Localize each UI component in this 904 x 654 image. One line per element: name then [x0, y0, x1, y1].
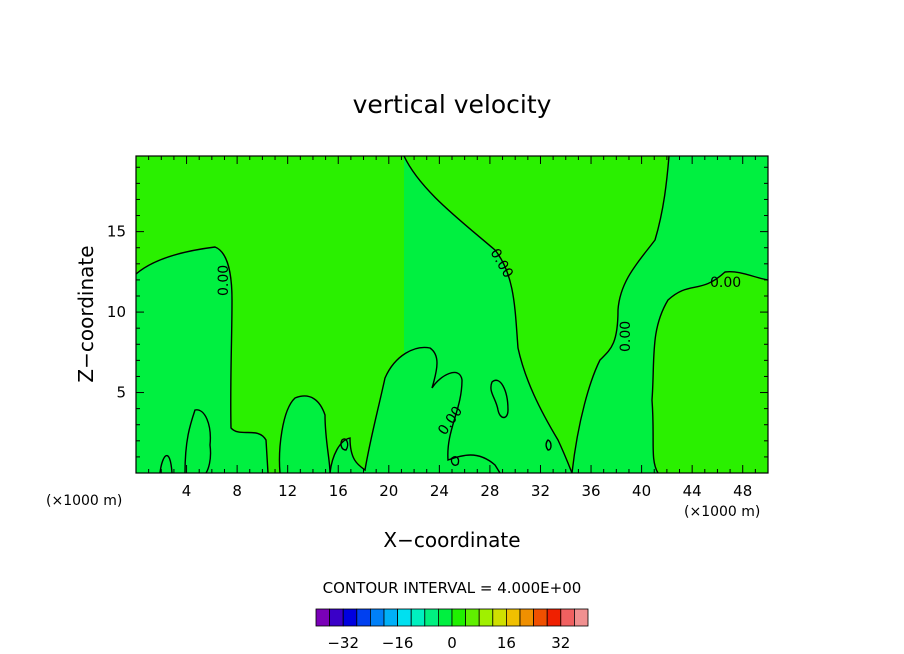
colorbar-swatch: [315, 608, 331, 627]
colorbar-swatch: [546, 608, 562, 627]
contour-line: [545, 439, 552, 451]
colorbar-swatch: [397, 608, 412, 627]
contour-interval-text: CONTOUR INTERVAL = 4.000E+00: [323, 579, 582, 597]
colorbar-swatch: [533, 608, 548, 627]
contour-line: [329, 346, 501, 473]
contour-line: [340, 438, 349, 451]
colorbar-tick-labels: −32 −16 0 16 32: [327, 634, 570, 652]
contour-line: [278, 395, 331, 473]
x-tick-label: 44: [683, 482, 702, 500]
axis-ticks: [136, 156, 768, 473]
y-tick-label: 15: [107, 223, 126, 241]
x-tick-label: 8: [232, 482, 242, 500]
contour-line: [450, 456, 460, 467]
colorbar-swatch: [465, 608, 480, 627]
colorbar-swatch: [492, 608, 507, 627]
colorbar-tick-label: −32: [327, 634, 359, 652]
colorbar-swatch: [383, 608, 399, 627]
zero-contours: [136, 156, 768, 473]
contour-line: [159, 455, 173, 473]
negative-region-left: [136, 247, 268, 473]
contour-line: [184, 409, 212, 473]
x-unit-label-left: (×1000 m): [46, 493, 122, 509]
negative-region-center: [330, 156, 572, 473]
x-tick-label: 48: [733, 482, 752, 500]
x-unit-label-right: (×1000 m): [684, 504, 760, 520]
contour-label: 0.00: [216, 265, 232, 296]
colorbar-tick-label: 16: [497, 634, 516, 652]
x-tick-label: 40: [632, 482, 651, 500]
colorbar-tick-label: 0: [447, 634, 457, 652]
negative-region-right: [572, 156, 768, 473]
x-tick-label: 36: [581, 482, 600, 500]
colorbar: [315, 608, 589, 627]
colorbar-swatch: [369, 608, 385, 627]
y-axis-label: Z−coordinate: [74, 245, 98, 382]
colorbar-swatch: [410, 608, 426, 627]
x-tick-label: 28: [480, 482, 499, 500]
plot-area: 0.00 0.00 0.00 0.00 0.00: [136, 156, 768, 473]
x-tick-label: 12: [278, 482, 297, 500]
colorbar-swatch: [574, 608, 589, 627]
contour-line: [571, 156, 670, 473]
y-tick-label: 5: [116, 384, 126, 402]
colorbar-tick-label: −16: [382, 634, 414, 652]
x-tick-label: 4: [182, 482, 192, 500]
x-axis-label: X−coordinate: [383, 528, 520, 552]
colorbar-swatch: [560, 608, 575, 627]
contour-line: [490, 379, 509, 419]
contour-label: 0.00: [710, 275, 741, 291]
contour-line: [403, 156, 573, 473]
colorbar-tick-label: 32: [551, 634, 570, 652]
colorbar-swatch: [451, 608, 467, 627]
negative-region-bottom-left: [160, 395, 330, 473]
colorbar-swatch: [356, 608, 371, 627]
colorbar-swatch: [437, 608, 453, 627]
contour-label: 0.00: [618, 321, 634, 352]
contour-line: [136, 246, 269, 473]
colorbar-swatch: [342, 608, 358, 627]
x-tick-labels: 4 8 12 16 20 24 28 32 36 40 44 48: [182, 482, 752, 500]
colorbar-swatch: [478, 608, 494, 627]
x-tick-label: 16: [329, 482, 348, 500]
x-tick-label: 24: [430, 482, 449, 500]
y-tick-label: 10: [107, 303, 126, 321]
chart-title: vertical velocity: [353, 90, 552, 119]
y-tick-labels: 5 10 15: [107, 223, 126, 402]
colorbar-swatch: [505, 608, 521, 627]
x-tick-label: 20: [379, 482, 398, 500]
colorbar-swatch: [424, 608, 439, 627]
colorbar-swatch: [329, 608, 344, 627]
x-tick-label: 32: [531, 482, 550, 500]
contour-line: [651, 270, 768, 473]
colorbar-swatch: [519, 608, 535, 627]
